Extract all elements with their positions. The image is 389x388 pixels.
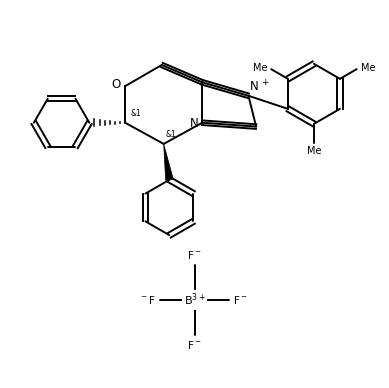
Text: Me: Me bbox=[253, 62, 267, 73]
Text: F$^-$: F$^-$ bbox=[187, 339, 202, 351]
Text: &1: &1 bbox=[166, 130, 176, 139]
Text: $^-$F: $^-$F bbox=[139, 294, 156, 306]
Text: &1: &1 bbox=[131, 109, 142, 118]
Text: N: N bbox=[190, 117, 199, 130]
Text: O: O bbox=[111, 78, 121, 92]
Text: N: N bbox=[251, 80, 259, 93]
Polygon shape bbox=[164, 144, 173, 180]
Text: B$^{3+}$: B$^{3+}$ bbox=[184, 292, 205, 308]
Text: Me: Me bbox=[361, 62, 375, 73]
Text: F$^-$: F$^-$ bbox=[187, 249, 202, 261]
Text: F$^-$: F$^-$ bbox=[233, 294, 248, 306]
Text: Me: Me bbox=[307, 146, 321, 156]
Text: +: + bbox=[261, 78, 268, 87]
